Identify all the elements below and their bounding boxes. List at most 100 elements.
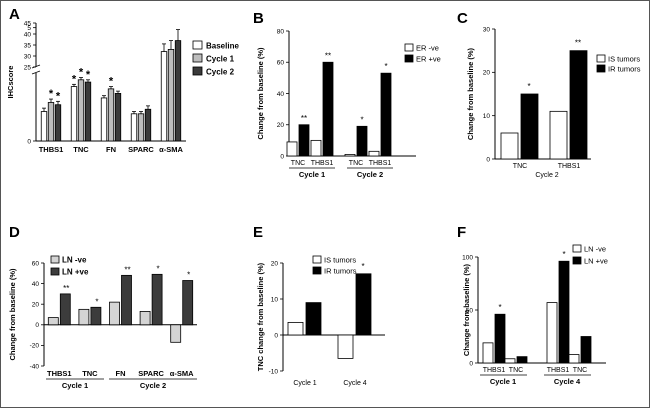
y-tick-label: -10 [269, 368, 279, 375]
bar [170, 324, 182, 343]
legend-label: Baseline [206, 42, 239, 51]
bar [310, 139, 322, 157]
significance-marker: * [49, 88, 54, 100]
legend-label: Cycle 1 [206, 55, 235, 64]
category-label: TNC [291, 160, 305, 167]
significance-marker: * [562, 250, 565, 259]
category-label: Cycle 1 [293, 380, 316, 387]
significance-marker: * [187, 271, 190, 280]
y-tick-label: 100 [462, 254, 473, 261]
bar [139, 311, 151, 326]
category-label: SPARC [128, 145, 154, 154]
y-tick-label: -20 [30, 343, 40, 350]
y-tick-label: 80 [277, 28, 285, 35]
y-tick-label: 25 [24, 64, 32, 71]
category-label: FN [106, 145, 116, 154]
category-label: FN [116, 369, 126, 378]
bar [558, 260, 570, 364]
bar [47, 317, 59, 326]
y-tick-label: 45 [24, 20, 32, 27]
bar [337, 334, 354, 359]
legend-label: LN -ve [584, 245, 606, 254]
bar [109, 301, 120, 326]
panel-label: A [9, 6, 20, 23]
y-axis-label: Change from baseline (%) [466, 47, 475, 140]
legend-swatch [596, 64, 606, 73]
bar [568, 354, 580, 364]
category-label: THBS1 [311, 160, 334, 167]
significance-marker: * [498, 303, 501, 312]
bar [114, 93, 122, 142]
bar [84, 81, 92, 142]
y-tick-label: 10 [271, 296, 279, 303]
significance-marker: * [95, 297, 98, 306]
legend-label: IR tumors [324, 267, 357, 276]
legend-swatch [404, 54, 414, 63]
bar [520, 93, 539, 160]
bar [286, 141, 298, 157]
y-tick-label: 10 [483, 113, 491, 120]
group-label: Cycle 1 [299, 170, 325, 179]
bar [47, 102, 55, 142]
bar [182, 280, 194, 326]
legend-label: Cycle 2 [206, 68, 235, 77]
significance-marker: * [72, 73, 77, 85]
bar [580, 336, 592, 364]
bar [90, 306, 102, 326]
bar [54, 104, 62, 142]
legend-swatch [312, 255, 322, 264]
legend-swatch [404, 43, 414, 52]
bar [549, 110, 568, 160]
group-label: Cycle 2 [535, 172, 558, 179]
bar [144, 108, 152, 142]
category-label: Cycle 4 [343, 380, 366, 387]
legend-label: LN +ve [584, 257, 608, 266]
legend-swatch [312, 266, 322, 275]
category-label: SPARC [138, 369, 164, 378]
y-tick-label: 35 [24, 42, 32, 49]
bar [121, 274, 132, 326]
significance-marker: ** [63, 284, 69, 293]
panel-label: F [457, 224, 466, 241]
legend-swatch [572, 256, 582, 265]
significance-marker: * [157, 264, 160, 273]
group-label: Cycle 4 [554, 377, 581, 386]
y-tick-label: 0 [274, 332, 278, 339]
y-tick-label: 20 [271, 260, 279, 267]
category-label: TNC [509, 367, 523, 374]
bar [78, 308, 90, 326]
significance-marker: * [361, 262, 364, 271]
legend-swatch [192, 53, 203, 63]
bar [504, 358, 516, 364]
y-tick-label: 0 [27, 138, 31, 145]
bar [70, 86, 78, 142]
category-label: THBS1 [558, 163, 581, 170]
y-tick-label: 20 [483, 70, 491, 77]
y-axis-label: IHCscore [6, 66, 15, 99]
legend-label: IS tumors [324, 256, 356, 265]
y-tick-label: 20 [32, 302, 40, 309]
axis-break [31, 64, 41, 69]
group-label: Cycle 1 [62, 381, 88, 390]
category-label: TNC [73, 145, 89, 154]
bar [151, 273, 163, 326]
bar [368, 150, 380, 157]
bar [569, 50, 588, 160]
bar [137, 113, 145, 142]
significance-marker: * [360, 115, 363, 124]
y-tick-label: 5 [27, 25, 31, 32]
category-label: THBS1 [39, 145, 64, 154]
bar [107, 88, 115, 142]
bar [546, 302, 558, 364]
group-label: Cycle 1 [490, 377, 516, 386]
legend-swatch [50, 267, 60, 276]
legend-label: LN -ve [62, 256, 87, 265]
significance-marker: * [79, 67, 84, 79]
bar [516, 356, 528, 364]
y-tick-label: 40 [277, 91, 285, 98]
bar [40, 111, 48, 142]
y-tick-label: 40 [32, 281, 40, 288]
bar [356, 125, 368, 157]
legend-swatch [596, 54, 606, 63]
